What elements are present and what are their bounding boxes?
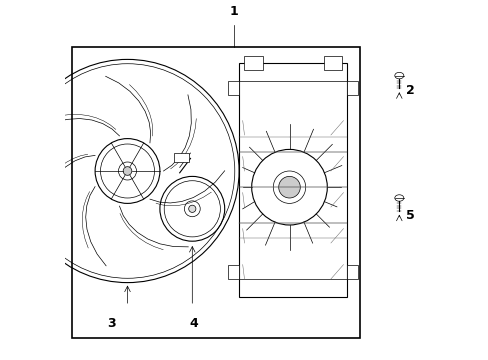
Text: 5: 5	[405, 209, 414, 222]
Text: 4: 4	[189, 317, 198, 330]
Bar	[244, 56, 262, 70]
Bar	[174, 153, 188, 162]
Bar	[346, 265, 357, 279]
Circle shape	[123, 167, 132, 175]
Bar	[228, 81, 239, 95]
Text: 1: 1	[229, 5, 238, 18]
Bar	[228, 265, 239, 279]
Circle shape	[188, 205, 196, 212]
Circle shape	[278, 176, 300, 198]
Text: 2: 2	[405, 84, 414, 97]
Bar	[72, 47, 359, 338]
Bar	[346, 81, 357, 95]
Text: 3: 3	[107, 317, 115, 330]
Bar	[239, 63, 346, 297]
Bar	[323, 56, 341, 70]
